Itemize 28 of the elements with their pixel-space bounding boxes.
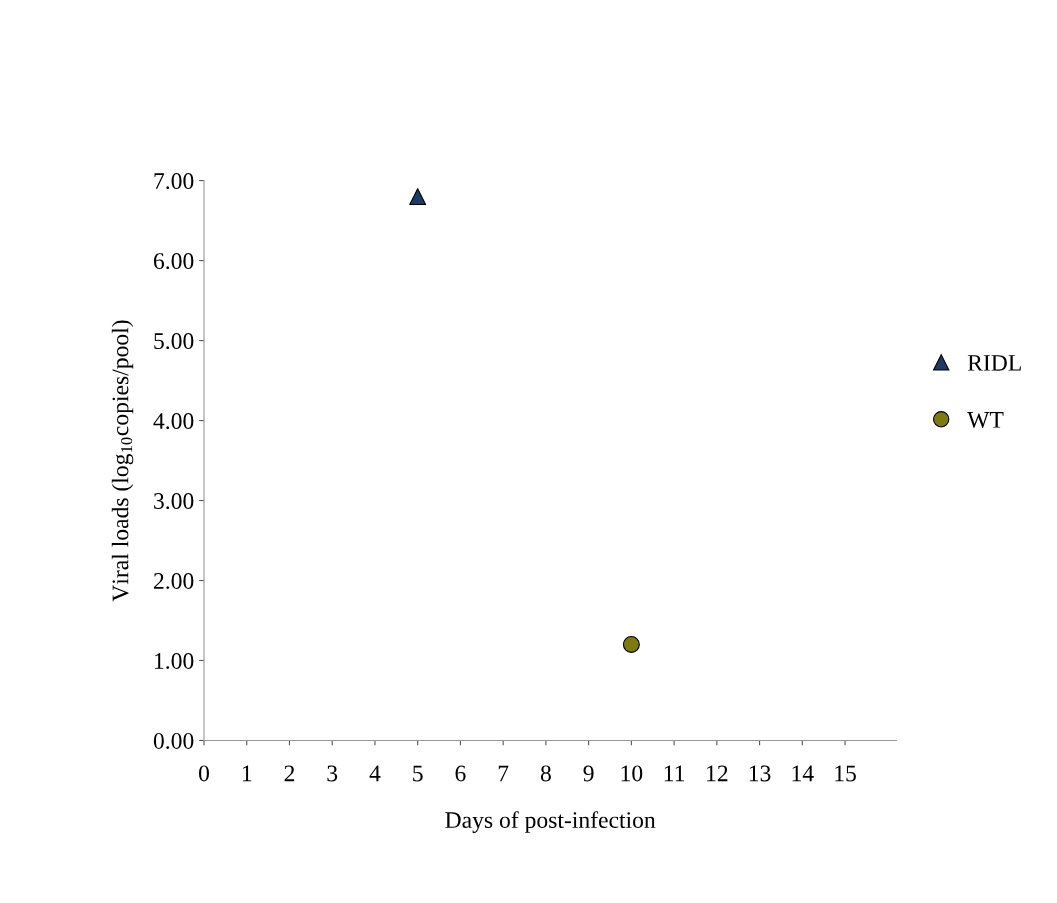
x-tick-label: 15: [835, 765, 856, 782]
y-tick-label: 6.00: [153, 253, 194, 270]
x-tick-label: 10: [621, 765, 643, 782]
x-tick-label: 2: [284, 765, 295, 782]
y-tick-label: 0.00: [153, 732, 194, 749]
x-tick-label: 6: [455, 765, 466, 782]
y-axis-title: Viral loads (log$_{10}$copies/pool): [111, 320, 134, 602]
y-tick-label: 7.00: [154, 173, 194, 190]
x-tick-label: 13: [749, 765, 771, 782]
y-tick-label: 4.00: [153, 413, 194, 430]
x-tick-label: 12: [707, 765, 728, 782]
x-tick-label: 11: [664, 765, 685, 782]
x-tick-label: 3: [327, 765, 338, 782]
x-tick-label: 1: [242, 765, 252, 782]
x-tick-label: 0: [199, 765, 209, 782]
x-tick-label: 9: [583, 765, 594, 782]
x-tick-label: 5: [413, 765, 423, 782]
y-tick-label: 1.00: [155, 652, 194, 670]
x-tick-label: 8: [540, 765, 551, 782]
y-tick-label: 3.00: [154, 493, 194, 510]
y-tick-label: 2.00: [154, 572, 194, 590]
legend-label: RIDL: [967, 355, 1021, 371]
x-tick-label: 14: [792, 765, 814, 782]
y-tick-label: 5.00: [154, 333, 194, 350]
legend-label: WT: [967, 412, 1004, 428]
x-tick-label: 4: [369, 765, 381, 782]
x-tick-label: 7: [498, 765, 509, 782]
x-axis-title: Days of post-infection: [445, 811, 656, 833]
